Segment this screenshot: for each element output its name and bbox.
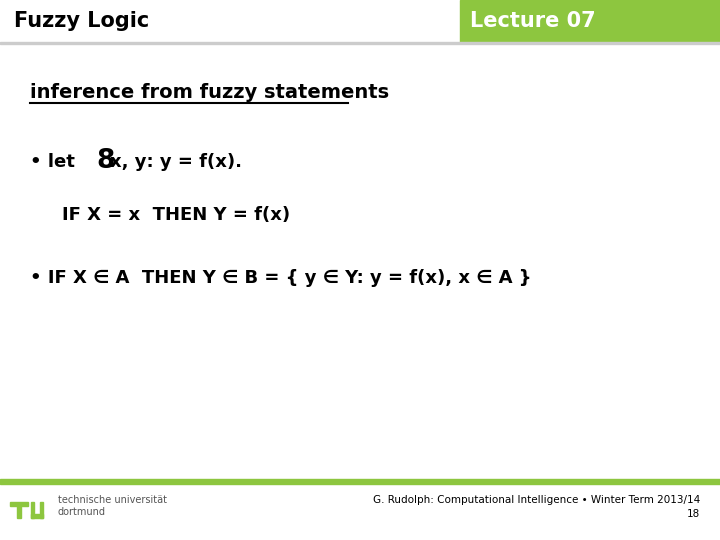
Text: 8: 8: [96, 148, 114, 174]
Text: G. Rudolph: Computational Intelligence • Winter Term 2013/14: G. Rudolph: Computational Intelligence •…: [373, 495, 700, 505]
Text: IF X = x  THEN Y = f(x): IF X = x THEN Y = f(x): [62, 206, 290, 224]
Bar: [31, 514, 43, 518]
Text: dortmund: dortmund: [58, 507, 106, 517]
Bar: [31, 502, 34, 518]
Bar: [0, 479, 720, 484]
Bar: [0, 0, 720, 42]
Bar: [0, 42, 720, 44]
Text: Fuzzy Logic: Fuzzy Logic: [14, 11, 149, 31]
Text: Lecture 07: Lecture 07: [470, 11, 595, 31]
Bar: [40, 502, 43, 518]
Bar: [17, 506, 21, 518]
Text: • IF X ∈ A  THEN Y ∈ B = { y ∈ Y: y = f(x), x ∈ A }: • IF X ∈ A THEN Y ∈ B = { y ∈ Y: y = f(x…: [30, 269, 531, 287]
Text: technische universität: technische universität: [58, 495, 167, 505]
Bar: [460, 0, 720, 42]
Text: • let: • let: [30, 153, 81, 171]
Text: inference from fuzzy statements: inference from fuzzy statements: [30, 83, 389, 102]
Text: x, y: y = f(x).: x, y: y = f(x).: [110, 153, 242, 171]
Bar: [10, 502, 28, 506]
Text: 18: 18: [687, 509, 700, 519]
